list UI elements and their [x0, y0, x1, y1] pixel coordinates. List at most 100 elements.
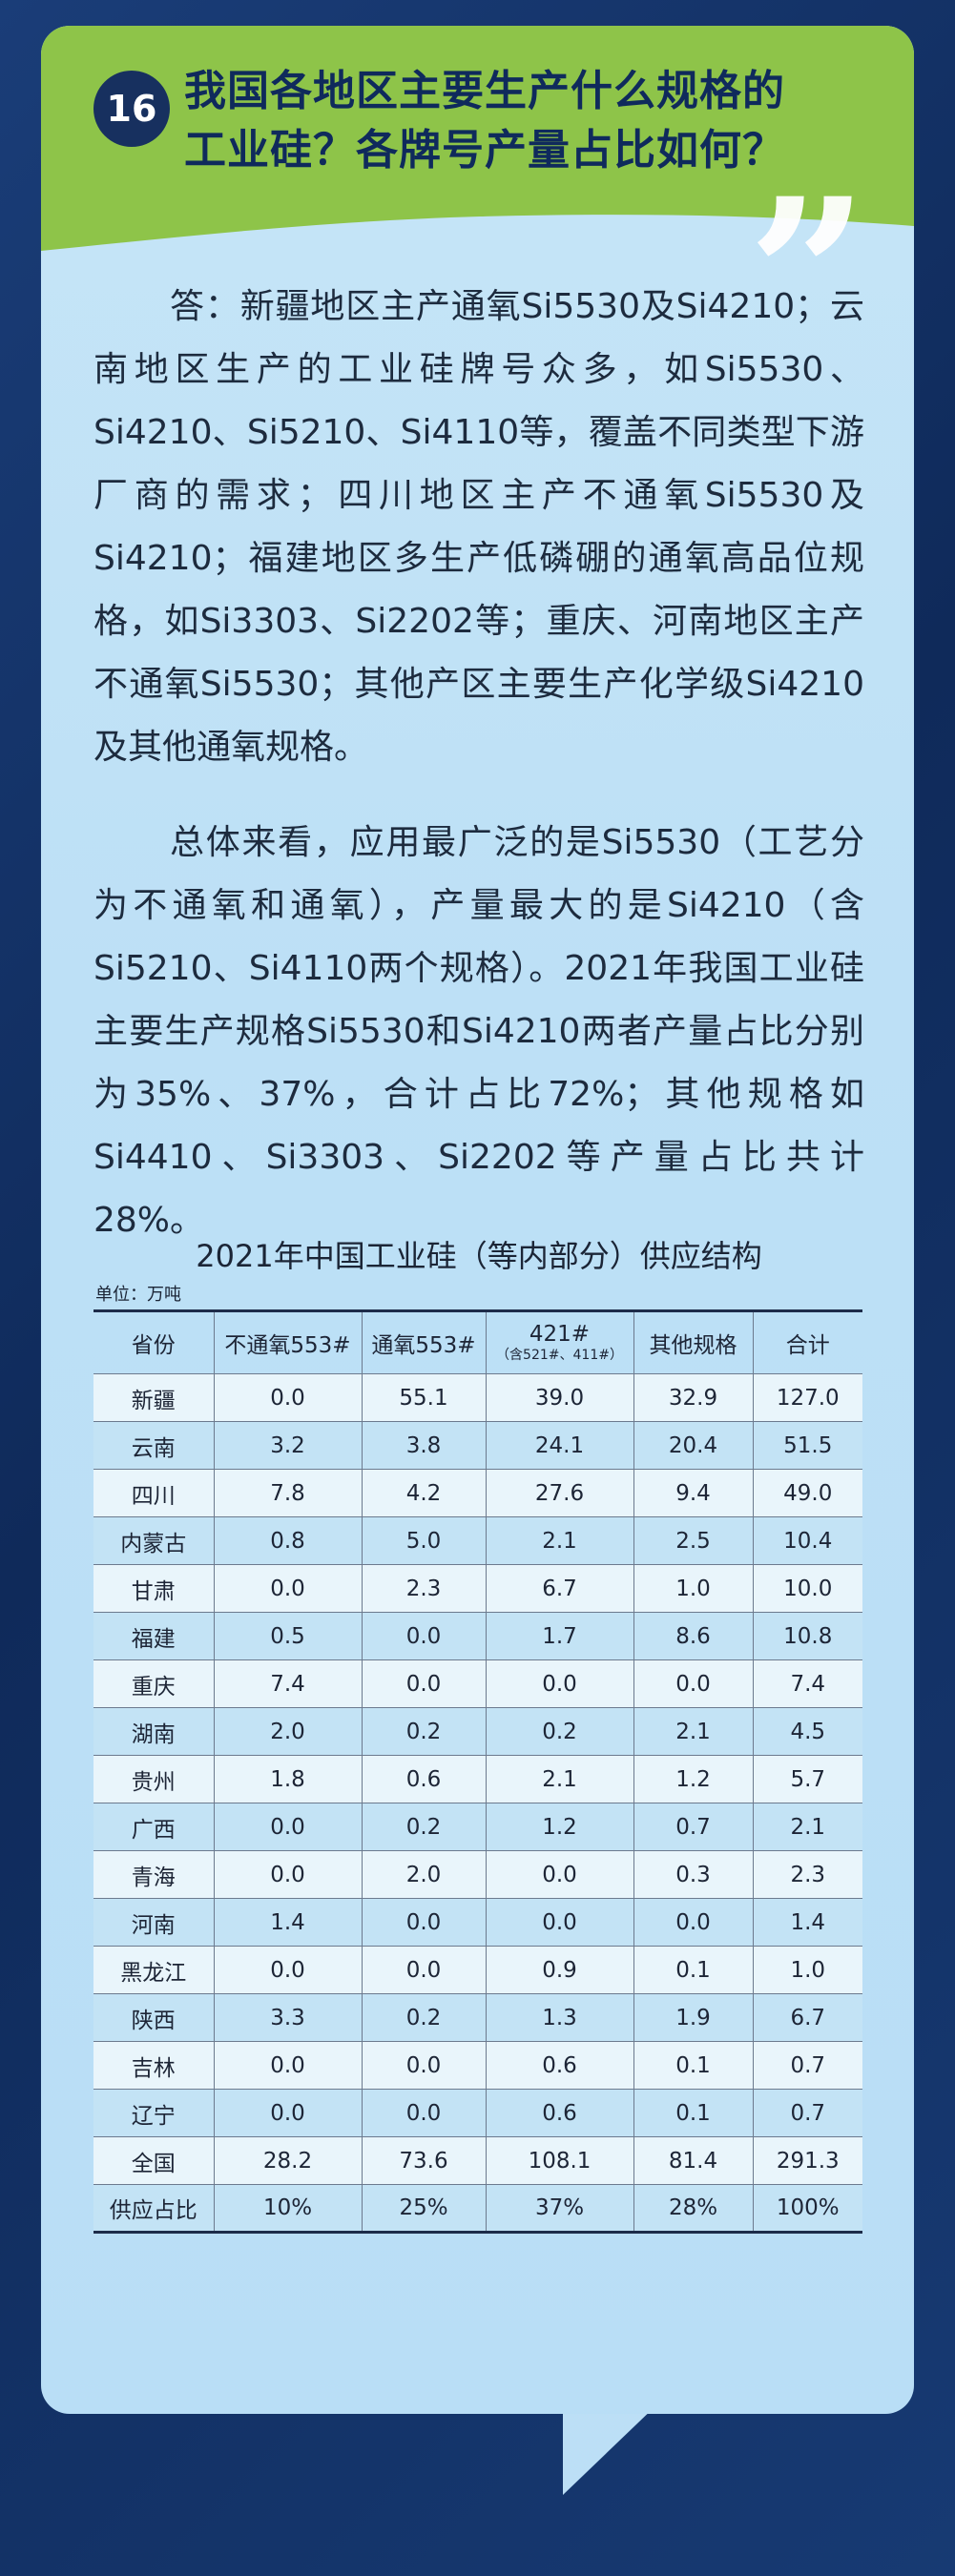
value-cell: 7.4	[213, 1659, 362, 1708]
value-cell: 1.8	[213, 1755, 362, 1803]
value-cell: 2.1	[752, 1803, 862, 1851]
province-cell: 贵州	[93, 1755, 214, 1803]
province-cell: 黑龙江	[93, 1946, 214, 1994]
header-421-main: 421#	[529, 1322, 591, 1347]
value-cell: 5.0	[361, 1516, 486, 1565]
quote-icon: ”	[747, 152, 868, 399]
question-number-badge: 16	[93, 71, 170, 147]
card-header: 16 我国各地区主要生产什么规格的 工业硅？各牌号产量占比如何？ ”	[41, 26, 914, 381]
header-no-oxygen-553: 不通氧553#	[213, 1310, 362, 1374]
province-cell: 陕西	[93, 1993, 214, 2042]
value-cell: 0.0	[361, 1659, 486, 1708]
value-cell: 10.4	[752, 1516, 862, 1565]
value-cell: 1.2	[633, 1755, 753, 1803]
header-421: 421# （含521#、411#）	[485, 1310, 633, 1374]
table-row: 重庆 7.4 0.0 0.0 0.0 7.4	[93, 1659, 862, 1708]
province-cell: 新疆	[93, 1373, 214, 1422]
value-cell: 127.0	[752, 1373, 862, 1422]
table-row: 青海 0.0 2.0 0.0 0.3 2.3	[93, 1850, 862, 1899]
value-cell: 2.1	[485, 1516, 633, 1565]
value-cell: 20.4	[633, 1421, 753, 1470]
value-cell: 32.9	[633, 1373, 753, 1422]
value-cell: 0.1	[633, 2089, 753, 2137]
value-cell: 0.0	[361, 2041, 486, 2090]
value-cell: 0.0	[213, 1946, 362, 1994]
header-province: 省份	[93, 1310, 214, 1374]
value-cell: 4.5	[752, 1707, 862, 1756]
value-cell: 51.5	[752, 1421, 862, 1470]
value-cell: 1.2	[485, 1803, 633, 1851]
value-cell: 6.7	[485, 1564, 633, 1613]
value-cell: 0.1	[633, 2041, 753, 2090]
value-cell: 0.0	[213, 1564, 362, 1613]
value-cell: 0.6	[485, 2041, 633, 2090]
province-cell: 吉林	[93, 2041, 214, 2090]
value-cell: 3.8	[361, 1421, 486, 1470]
table-row: 四川 7.8 4.2 27.6 9.4 49.0	[93, 1469, 862, 1517]
table-row: 辽宁 0.0 0.0 0.6 0.1 0.7	[93, 2089, 862, 2137]
province-cell: 青海	[93, 1850, 214, 1899]
value-cell: 1.3	[485, 1993, 633, 2042]
value-cell: 0.0	[213, 1850, 362, 1899]
province-cell: 内蒙古	[93, 1516, 214, 1565]
province-cell: 辽宁	[93, 2089, 214, 2137]
value-cell: 2.3	[752, 1850, 862, 1899]
title-line-1: 我国各地区主要生产什么规格的	[184, 67, 785, 115]
table-header-row: 省份 不通氧553# 通氧553# 421# （含521#、411#） 其他规格…	[93, 1310, 862, 1374]
province-cell: 四川	[93, 1469, 214, 1517]
value-cell: 27.6	[485, 1469, 633, 1517]
value-cell: 0.7	[752, 2089, 862, 2137]
value-cell: 2.3	[361, 1564, 486, 1613]
table-row: 供应占比 10% 25% 37% 28% 100%	[93, 2184, 862, 2233]
value-cell: 8.6	[633, 1612, 753, 1660]
supply-structure-table: 省份 不通氧553# 通氧553# 421# （含521#、411#） 其他规格…	[93, 1309, 862, 2234]
value-cell: 10.0	[752, 1564, 862, 1613]
province-cell: 湖南	[93, 1707, 214, 1756]
value-cell: 291.3	[752, 2136, 862, 2185]
province-cell: 供应占比	[93, 2184, 214, 2233]
value-cell: 49.0	[752, 1469, 862, 1517]
value-cell: 0.0	[485, 1850, 633, 1899]
table-row: 湖南 2.0 0.2 0.2 2.1 4.5	[93, 1707, 862, 1756]
value-cell: 25%	[361, 2184, 486, 2233]
value-cell: 0.0	[633, 1898, 753, 1947]
value-cell: 1.4	[752, 1898, 862, 1947]
value-cell: 37%	[485, 2184, 633, 2233]
header-other-specs: 其他规格	[633, 1310, 753, 1374]
value-cell: 0.8	[213, 1516, 362, 1565]
page-title: 我国各地区主要生产什么规格的 工业硅？各牌号产量占比如何？	[184, 62, 890, 180]
value-cell: 81.4	[633, 2136, 753, 2185]
value-cell: 0.1	[633, 1946, 753, 1994]
value-cell: 2.1	[633, 1707, 753, 1756]
value-cell: 10%	[213, 2184, 362, 2233]
value-cell: 0.0	[361, 2089, 486, 2137]
value-cell: 0.2	[361, 1803, 486, 1851]
speech-bubble-tail	[563, 2403, 658, 2495]
value-cell: 24.1	[485, 1421, 633, 1470]
value-cell: 7.4	[752, 1659, 862, 1708]
value-cell: 0.7	[633, 1803, 753, 1851]
table-row: 全国 28.2 73.6 108.1 81.4 291.3	[93, 2136, 862, 2185]
value-cell: 0.0	[633, 1659, 753, 1708]
header-total: 合计	[752, 1310, 862, 1374]
value-cell: 3.3	[213, 1993, 362, 2042]
table-row: 河南 1.4 0.0 0.0 0.0 1.4	[93, 1898, 862, 1947]
value-cell: 0.5	[213, 1612, 362, 1660]
value-cell: 100%	[752, 2184, 862, 2233]
value-cell: 2.1	[485, 1755, 633, 1803]
value-cell: 1.0	[633, 1564, 753, 1613]
table-row: 贵州 1.8 0.6 2.1 1.2 5.7	[93, 1755, 862, 1803]
value-cell: 39.0	[485, 1373, 633, 1422]
table-row: 福建 0.5 0.0 1.7 8.6 10.8	[93, 1612, 862, 1660]
value-cell: 0.0	[213, 2041, 362, 2090]
province-cell: 福建	[93, 1612, 214, 1660]
value-cell: 10.8	[752, 1612, 862, 1660]
value-cell: 0.0	[361, 1898, 486, 1947]
value-cell: 2.5	[633, 1516, 753, 1565]
table-unit: 单位：万吨	[95, 1285, 181, 1305]
value-cell: 28.2	[213, 2136, 362, 2185]
value-cell: 6.7	[752, 1993, 862, 2042]
value-cell: 0.2	[485, 1707, 633, 1756]
title-line-2: 工业硅？各牌号产量占比如何？	[184, 126, 785, 175]
value-cell: 2.0	[361, 1850, 486, 1899]
